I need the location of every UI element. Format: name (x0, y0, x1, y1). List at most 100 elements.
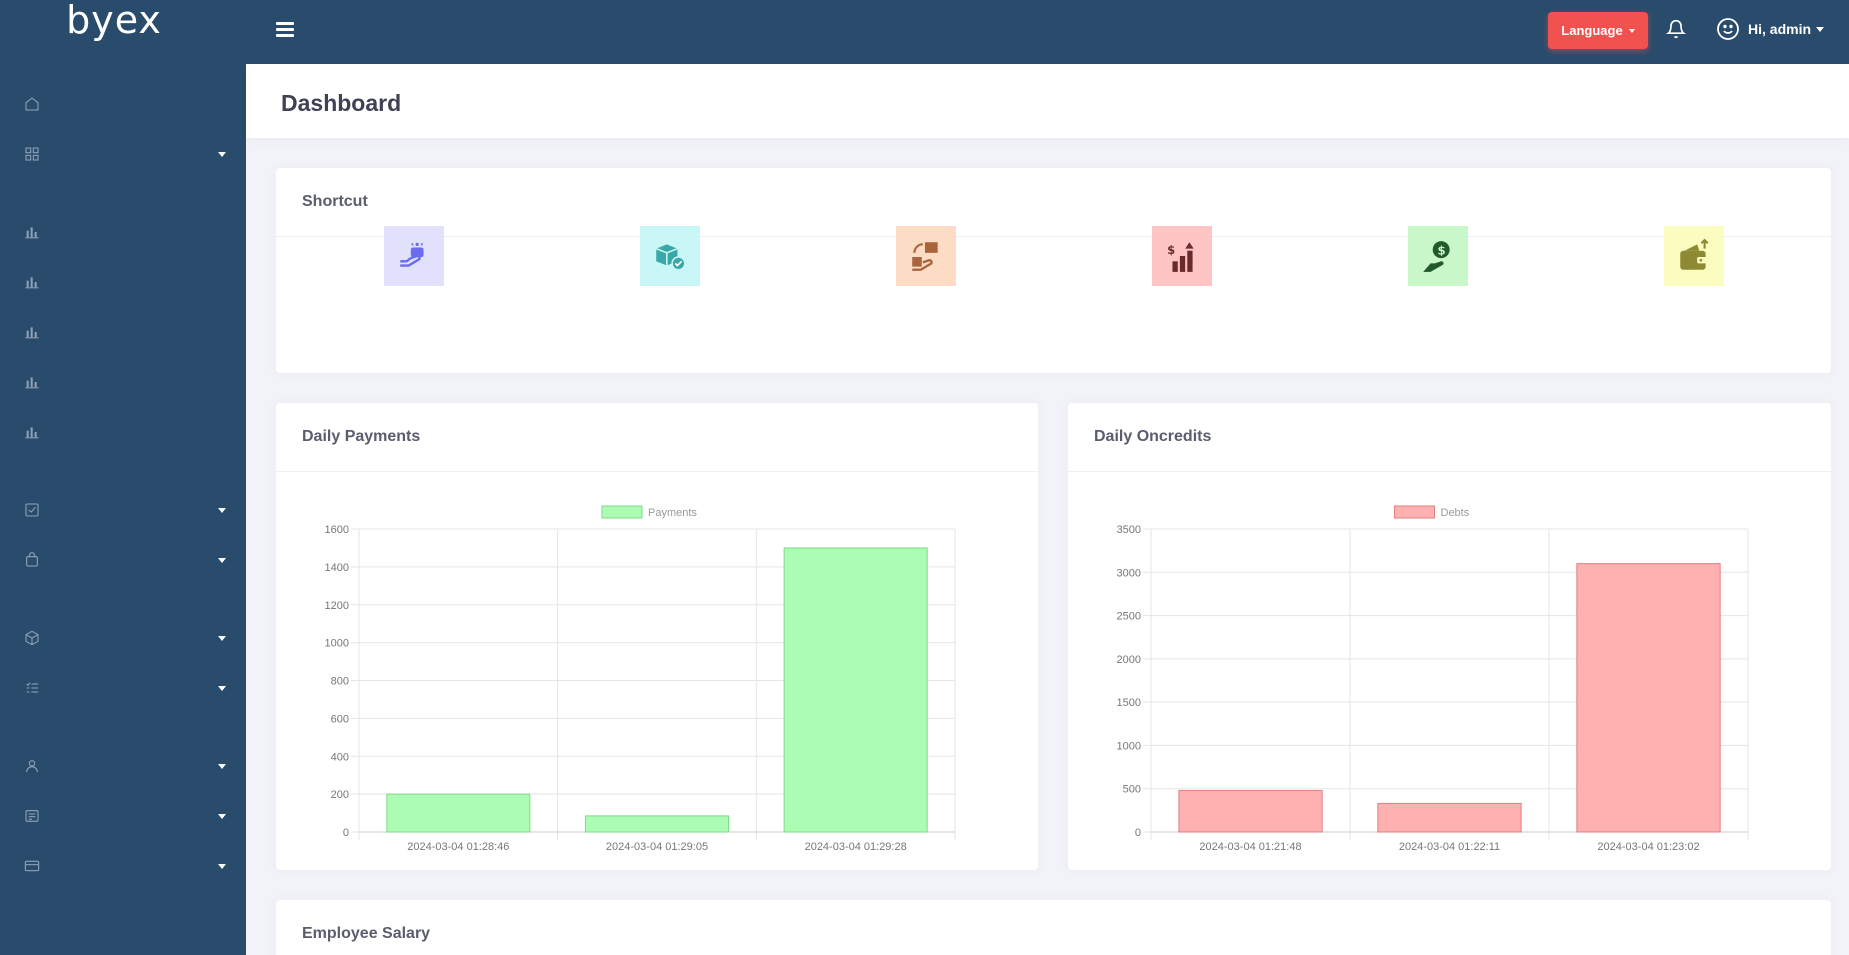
sidebar-item-dashboard[interactable] (0, 79, 246, 129)
sales-growth-icon: $ (1152, 226, 1212, 286)
shortcut-list: $ $ (276, 226, 1831, 358)
daily-oncredits-card: Daily Oncredits Debts 0 500 1000 1500 2000 250… (1068, 403, 1831, 870)
y-tick-label: 1000 (1117, 740, 1141, 752)
y-tick-label: 600 (331, 713, 349, 725)
sidebar: byex (0, 0, 246, 955)
y-tick-label: 1000 (325, 638, 349, 650)
list-icon (24, 680, 40, 696)
x-tick-label: 2024-03-04 01:23:02 (1597, 841, 1699, 853)
x-tick-label: 2024-03-04 01:28:46 (407, 841, 509, 853)
sidebar-item-employee[interactable] (0, 741, 246, 791)
legend-swatch (601, 505, 643, 519)
sidebar-section-title (0, 713, 246, 741)
chevron-down-icon (218, 813, 226, 819)
package-check-icon (640, 226, 700, 286)
bar-chart-icon (24, 224, 40, 240)
language-dropdown-button[interactable]: Language (1548, 12, 1648, 49)
sidebar-item-category[interactable] (0, 663, 246, 713)
chevron-down-icon (218, 507, 226, 513)
sidebar-item-yearly-report[interactable] (0, 357, 246, 407)
shortcut-order[interactable] (610, 226, 730, 303)
chart-bar (1178, 789, 1323, 833)
sidebar-item-customer[interactable] (0, 791, 246, 841)
chevron-down-icon (218, 151, 226, 157)
employee-salary-card: Employee Salary (276, 900, 1831, 955)
top-header: Language Hi, admin (246, 0, 1849, 64)
bar-chart-icon (24, 274, 40, 290)
chevron-down-icon (218, 763, 226, 769)
shortcut-incomes[interactable]: $ (1378, 226, 1498, 303)
home-icon (24, 96, 40, 112)
chart-bar (584, 815, 730, 833)
shortcut-daily-sale[interactable]: $ (1122, 226, 1242, 303)
menu-toggle-icon[interactable] (276, 22, 294, 38)
y-tick-label: 3500 (1117, 524, 1141, 536)
x-tick-label: 2024-03-04 01:29:28 (805, 841, 907, 853)
sidebar-item-all-time-report[interactable] (0, 407, 246, 457)
sidebar-item-on-credit[interactable] (0, 841, 246, 891)
shortcut-product[interactable] (354, 226, 474, 303)
hand-money-icon: $ (1408, 226, 1468, 286)
id-card-icon (24, 808, 40, 824)
y-tick-label: 1400 (325, 562, 349, 574)
chevron-down-icon (1816, 26, 1825, 32)
hand-box-icon (896, 226, 956, 286)
y-tick-label: 2500 (1117, 611, 1141, 623)
svg-text:$: $ (1167, 243, 1175, 257)
shortcut-card: Shortcut $ $ (276, 168, 1831, 373)
legend-swatch (1394, 505, 1435, 519)
chevron-down-icon (1628, 28, 1635, 33)
y-tick-label: 1200 (325, 600, 349, 612)
sidebar-section-title (0, 457, 246, 485)
sidebar-item-weekly-report[interactable] (0, 257, 246, 307)
sidebar-section-title (0, 51, 246, 79)
user-greeting: Hi, admin (1748, 21, 1812, 37)
user-icon (24, 758, 40, 774)
daily-payments-card: Daily Payments Payments 0 200 400 600 800 1000… (276, 403, 1038, 870)
shortcut-oncredit[interactable] (866, 226, 986, 303)
legend-label: Payments (648, 507, 697, 519)
chevron-down-icon (218, 635, 226, 641)
page-title: Dashboard (281, 90, 402, 116)
daily-payments-title: Daily Payments (276, 403, 1038, 472)
bag-icon (24, 552, 40, 568)
card-icon (24, 858, 40, 874)
y-tick-label: 2000 (1117, 654, 1141, 666)
chevron-down-icon (218, 685, 226, 691)
y-tick-label: 1500 (1117, 697, 1141, 709)
sidebar-item-order[interactable] (0, 485, 246, 535)
chevron-down-icon (218, 863, 226, 869)
bar-chart-icon (24, 324, 40, 340)
sidebar-item-daily-sales[interactable] (0, 535, 246, 585)
notification-bell-icon[interactable] (1665, 19, 1687, 39)
chart-bar (1576, 563, 1721, 833)
x-tick-label: 2024-03-04 01:21:48 (1199, 841, 1301, 853)
sidebar-item-monthly-report[interactable] (0, 307, 246, 357)
check-box-icon (24, 502, 40, 518)
sidebar-item-product[interactable] (0, 613, 246, 663)
wallet-icon (1664, 226, 1724, 286)
smiley-avatar-icon (1717, 18, 1739, 40)
box-icon (24, 630, 40, 646)
y-tick-label: 3000 (1117, 567, 1141, 579)
y-tick-label: 800 (331, 676, 349, 688)
subheader: Dashboard (246, 64, 1849, 138)
grid-icon (24, 146, 40, 162)
bar-chart-icon (24, 424, 40, 440)
chart-bar (1377, 802, 1522, 833)
y-tick-label: 200 (331, 789, 349, 801)
y-tick-label: 1600 (325, 524, 349, 536)
legend-label: Debts (1441, 507, 1470, 519)
hand-product-icon (384, 226, 444, 286)
sidebar-section-title (0, 179, 246, 207)
shortcut-expenses[interactable] (1634, 226, 1754, 303)
user-menu[interactable]: Hi, admin (1716, 17, 1825, 41)
sidebar-item-shortcut[interactable] (0, 129, 246, 179)
chevron-down-icon (218, 557, 226, 563)
app-logo[interactable]: byex (66, 0, 162, 42)
y-tick-label: 400 (331, 751, 349, 763)
chart-legend: Debts (1394, 505, 1470, 519)
sidebar-section-title (0, 585, 246, 613)
sidebar-item-daily-report[interactable] (0, 207, 246, 257)
svg-text:$: $ (1437, 243, 1445, 257)
